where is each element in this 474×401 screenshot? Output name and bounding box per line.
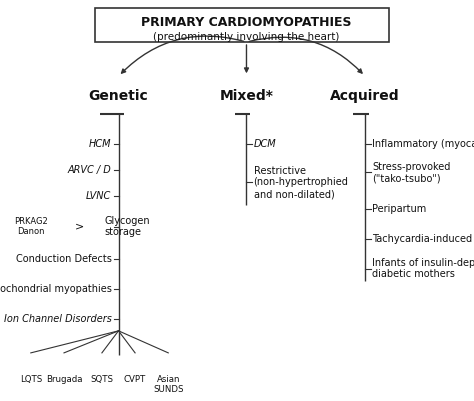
Text: Brugada: Brugada	[46, 375, 82, 384]
Text: LQTS: LQTS	[20, 375, 42, 384]
Text: Mixed*: Mixed*	[219, 89, 273, 103]
Text: Ion Channel Disorders: Ion Channel Disorders	[3, 314, 111, 324]
Text: Mitochondrial myopathies: Mitochondrial myopathies	[0, 284, 111, 294]
Text: Stress-provoked
("tako-tsubo"): Stress-provoked ("tako-tsubo")	[372, 162, 450, 183]
Text: Tachycardia-induced: Tachycardia-induced	[372, 234, 472, 243]
Text: LVNC: LVNC	[86, 192, 111, 201]
Text: Peripartum: Peripartum	[372, 204, 426, 213]
Text: (predominantly involving the heart): (predominantly involving the heart)	[153, 32, 340, 42]
Text: >: >	[75, 222, 84, 231]
Text: HCM: HCM	[89, 140, 111, 149]
Text: Conduction Defects: Conduction Defects	[16, 254, 111, 263]
Text: CVPT: CVPT	[124, 375, 146, 384]
Text: ARVC / D: ARVC / D	[68, 166, 111, 175]
Text: Acquired: Acquired	[330, 89, 400, 103]
Text: Genetic: Genetic	[89, 89, 148, 103]
Text: Asian
SUNDS: Asian SUNDS	[153, 375, 183, 394]
Text: Restrictive
(non-hypertrophied
and non-dilated): Restrictive (non-hypertrophied and non-d…	[254, 166, 348, 199]
Text: Inflammatory (myocarditis): Inflammatory (myocarditis)	[372, 140, 474, 149]
Text: SQTS: SQTS	[91, 375, 113, 384]
Text: PRIMARY CARDIOMYOPATHIES: PRIMARY CARDIOMYOPATHIES	[141, 16, 352, 29]
Bar	[95, 8, 389, 42]
Text: Glycogen
storage: Glycogen storage	[104, 216, 150, 237]
Text: Infants of insulin-dependent
diabetic mothers: Infants of insulin-dependent diabetic mo…	[372, 258, 474, 279]
Text: PRKAG2
Danon: PRKAG2 Danon	[14, 217, 48, 236]
Text: DCM: DCM	[254, 140, 276, 149]
